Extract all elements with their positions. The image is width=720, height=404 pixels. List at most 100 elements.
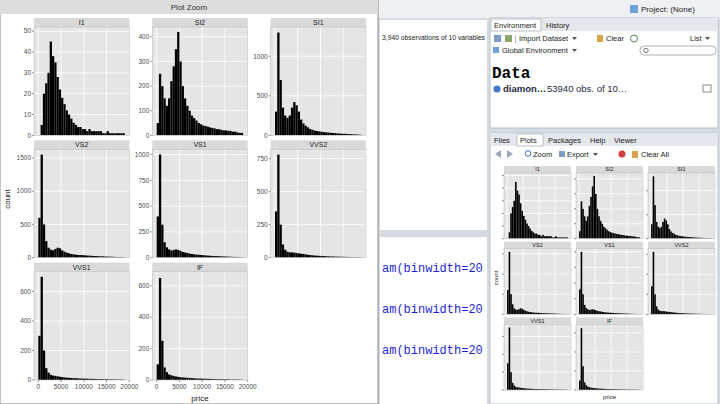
histogram-bar [529,312,531,314]
histogram-bar [533,232,535,238]
histogram-bar [678,236,680,239]
histogram-bar [518,387,520,390]
histogram-bar [175,377,177,380]
histogram-bar [528,226,530,239]
histogram-bar [309,129,311,135]
histogram-bar [173,376,175,380]
histogram-bar [669,229,671,239]
project-menu[interactable]: Project: (None) [641,5,695,14]
histogram-bar [61,377,63,380]
histogram-bar [659,311,661,315]
tick-mark [574,178,576,179]
histogram-bar [63,377,65,380]
remove-icon[interactable] [619,151,626,158]
tick-label: 400 [138,313,149,320]
tab-bar [490,18,718,31]
view-icon[interactable] [703,85,711,92]
button[interactable]: Export [567,150,590,159]
button[interactable]: Clear All [641,150,669,159]
tick-mark [574,390,576,391]
tab[interactable]: Help [590,136,605,145]
histogram-bar [624,235,626,238]
histogram-bar [123,133,125,135]
histogram-bar [539,235,541,239]
tick-mark [150,317,152,318]
tick-label: 250 [257,221,268,228]
grid-line [179,272,180,380]
tick-label: 0 [146,132,150,139]
bars [651,252,712,314]
tick-mark [502,336,504,337]
tab[interactable]: Packages [548,136,581,145]
facet: SI2 [574,166,643,239]
tick-label: 1000 [17,187,32,194]
tab[interactable]: Environment [494,21,537,30]
histogram-bar [232,132,234,136]
grid-line [576,283,643,284]
search-box[interactable] [640,46,716,55]
tick-label: 5000 [172,383,187,390]
tick-label: 400 [138,33,149,40]
section-header: Data [492,65,531,83]
tick-label: 500 [257,92,268,99]
histogram-bar [592,388,594,390]
histogram-bar [107,131,109,135]
view-menu[interactable]: List [690,34,703,43]
plot-area [271,27,366,135]
dropdown-arrow [572,49,577,52]
histogram-bar [544,236,546,239]
histogram-bar [525,311,527,315]
histogram-bar [510,294,512,314]
histogram-bar [582,209,584,239]
facet-title: SI1 [313,19,324,26]
grid-line [576,193,643,194]
console-pane [380,20,487,230]
histogram-bar [195,121,197,136]
histogram-bar [218,129,220,135]
tab[interactable]: Files [494,136,510,145]
active-tab [517,134,543,146]
histogram-bar [589,387,591,390]
histogram-bar [513,201,515,239]
facet-strip [576,317,643,324]
histogram-bar [307,255,309,258]
histogram-bar [298,112,300,136]
button[interactable]: Clear [606,34,624,43]
facet: VS2 [502,242,571,315]
main-toolbar [378,0,720,18]
forward-arrow[interactable] [507,150,513,158]
plot-area [152,27,247,135]
histogram-bar [597,311,599,314]
tick-mark [129,380,130,382]
histogram-bar [61,98,63,135]
histogram-bar [515,387,517,390]
tick-mark [150,348,152,349]
tab[interactable]: History [546,21,570,30]
histogram-bar [202,255,204,257]
histogram-bar [57,77,59,135]
scope-menu[interactable]: Global Environment [502,46,569,55]
histogram-bar [43,351,45,380]
button[interactable]: Import Dataset [519,34,569,43]
tick-mark [269,56,271,57]
grid-line [224,27,225,135]
tick-mark [32,291,34,292]
histogram-bar [515,182,517,239]
facet-title: VS2 [75,141,88,148]
grid-line [83,149,84,257]
histogram-bar [592,186,594,238]
expand-icon[interactable] [494,86,501,93]
back-arrow[interactable] [495,150,501,158]
tick-mark [646,214,648,215]
histogram-bar [193,254,195,257]
histogram-bar [57,248,59,258]
histogram-bar [161,225,163,258]
tick-mark [502,354,504,355]
tab[interactable]: Viewer [614,136,637,145]
grid-line [576,208,643,209]
histogram-bar [295,105,297,135]
tab[interactable]: Plots [520,136,537,145]
histogram-bar [589,310,591,314]
tick-mark [150,231,152,232]
button[interactable]: Zoom [533,150,552,159]
